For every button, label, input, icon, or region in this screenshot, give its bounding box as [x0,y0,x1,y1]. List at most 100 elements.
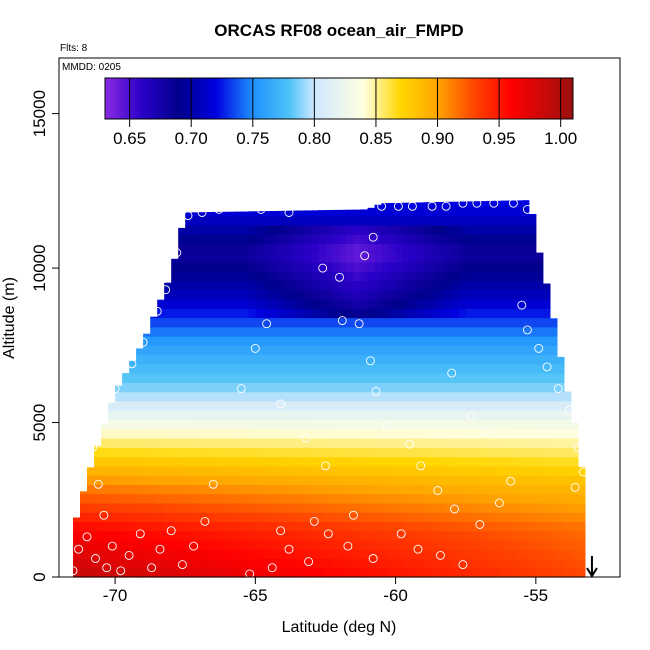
heatmap-cell [171,410,179,421]
heatmap-cell [472,502,481,513]
heatmap-cell [486,326,495,337]
heatmap-cell [360,567,369,578]
heatmap-cell [444,391,453,402]
heatmap-cell [304,410,312,421]
heatmap-cell [234,456,242,467]
heatmap-cell [115,493,123,504]
heatmap-cell [528,493,537,504]
heatmap-cell [311,512,320,522]
heatmap-cell [325,456,334,467]
heatmap-cell [437,224,446,235]
heatmap-cell [122,410,130,421]
heatmap-cell [199,336,207,346]
heatmap-cell [388,502,397,513]
heatmap-cell [528,234,537,244]
heatmap-cell [185,289,193,300]
observation-point [343,541,353,551]
heatmap-cell [535,345,544,356]
heatmap-cell [388,280,397,291]
heatmap-cell [367,493,376,504]
heatmap-cell [192,252,200,263]
heatmap-cell [549,539,558,550]
heatmap-cell [248,308,256,319]
heatmap-cell [276,502,284,513]
heatmap-cell [262,363,270,374]
heatmap-cell [465,299,474,309]
heatmap-cell [465,493,474,504]
heatmap-cell [416,558,425,569]
heatmap-cell [542,567,551,578]
heatmap-cell [213,400,221,411]
heatmap-cell [157,354,165,365]
observation-point [553,384,563,394]
heatmap-cell [297,484,305,495]
heatmap-cell [479,456,488,467]
heatmap-cell [423,567,432,578]
heatmap-cell [423,289,432,300]
heatmap-cell [255,299,263,309]
heatmap-cell [423,224,432,235]
heatmap-cell [381,475,390,485]
heatmap-cell [171,308,179,319]
heatmap-cell [178,400,186,411]
heatmap-cell [479,299,488,309]
heatmap-cell [255,317,263,328]
heatmap-cell [129,419,137,430]
heatmap-cell [192,234,200,244]
heatmap-cell [409,567,418,578]
heatmap-cell [136,549,144,560]
heatmap-cell [437,493,446,504]
heatmap-cell [409,502,418,513]
heatmap-cell [451,539,460,550]
heatmap-cell [262,447,270,458]
heatmap-cell [108,549,116,560]
heatmap-cell [507,261,516,272]
heatmap-cell [304,512,312,522]
heatmap-cell [325,493,334,504]
heatmap-cell [213,211,221,217]
heatmap-cell [444,382,453,393]
heatmap-cell [304,456,312,467]
heatmap-cell [556,549,565,560]
heatmap-cell [542,549,551,560]
heatmap-cell [290,280,298,291]
heatmap-cell [472,252,481,263]
heatmap-cell [276,549,284,560]
heatmap-cell [514,252,523,263]
heatmap-cell [493,410,502,421]
heatmap-cell [220,428,228,439]
observation-point [93,479,103,489]
heatmap-cell [80,549,88,560]
heatmap-cell [220,465,228,476]
heatmap-cell [129,428,137,439]
heatmap-cell [514,512,523,522]
heatmap-cell [416,271,425,282]
heatmap-cell [465,558,474,569]
heatmap-cell [444,475,453,485]
heatmap-cell [262,558,270,569]
heatmap-cell [542,289,551,300]
heatmap-cell [178,326,186,337]
heatmap-cell [423,271,432,282]
heatmap-cell [283,234,291,244]
heatmap-cell [458,299,467,309]
heatmap-cell [479,224,488,235]
heatmap-cell [409,234,418,244]
heatmap-cell [479,484,488,495]
heatmap-cell [297,391,305,402]
heatmap-cell [388,530,397,541]
heatmap-cell [416,280,425,291]
heatmap-cell [472,336,481,346]
heatmap-cell [507,252,516,263]
heatmap-cell [304,308,312,319]
heatmap-cell [563,484,572,495]
heatmap-cell [423,382,432,393]
heatmap-cell [535,336,544,346]
heatmap-cell [199,391,207,402]
heatmap-cell [374,345,383,356]
colorbar-tick-label: 0.80 [298,129,331,148]
heatmap-cell [395,382,404,393]
heatmap-cell [353,456,362,467]
heatmap-cell [479,206,488,217]
heatmap-cell [164,567,172,578]
